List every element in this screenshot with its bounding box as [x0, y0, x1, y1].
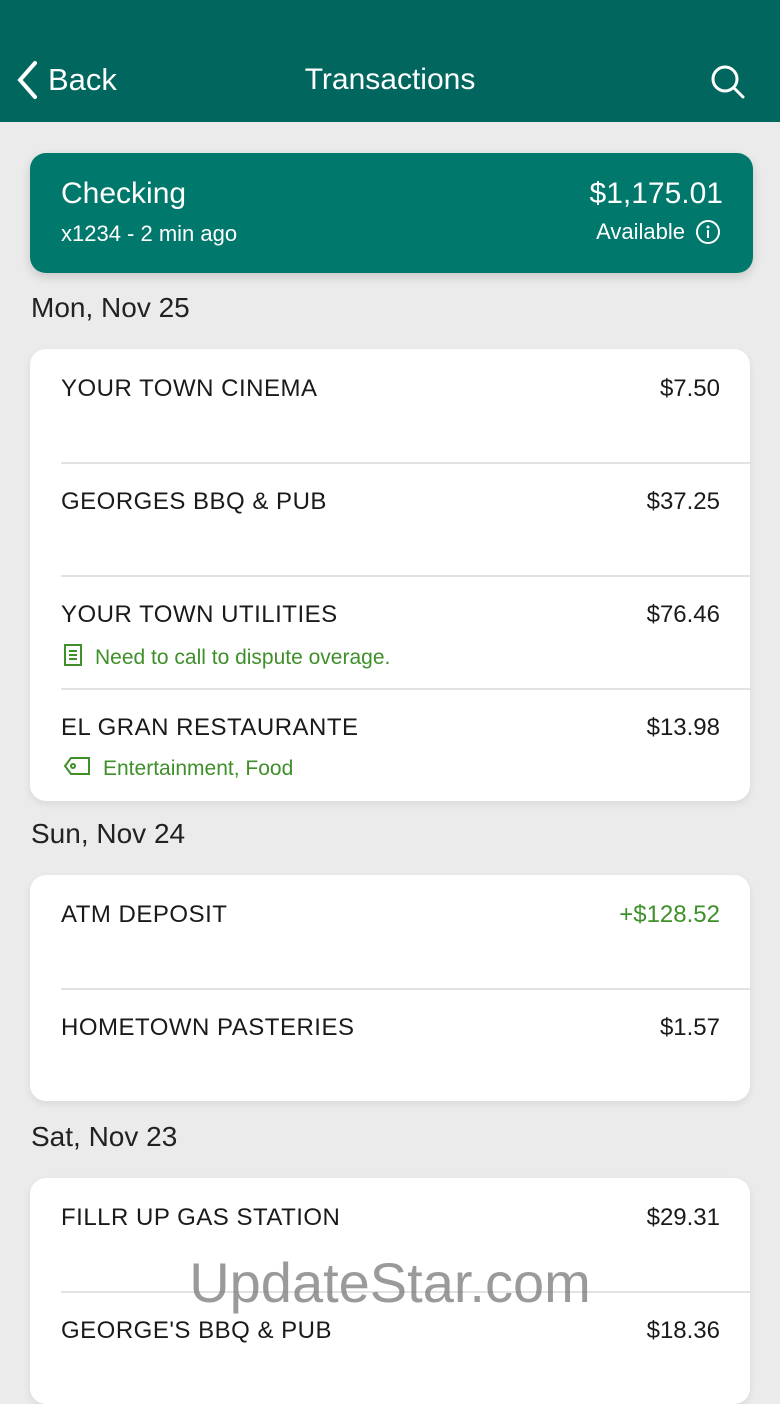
watermark: UpdateStar.com: [189, 1251, 591, 1314]
note-icon: [63, 643, 83, 673]
transaction-amount: $37.25: [646, 488, 720, 515]
transaction-amount: $29.31: [646, 1204, 720, 1231]
transaction-amount: +$128.52: [619, 901, 720, 928]
merchant-name: YOUR TOWN UTILITIES: [61, 601, 338, 628]
account-summary-card[interactable]: Checking x1234 - 2 min ago $1,175.01 Ava…: [30, 153, 753, 273]
transaction-row[interactable]: EL GRAN RESTAURANTE $13.98 Entertainment…: [30, 688, 750, 801]
transaction-amount: $76.46: [646, 601, 720, 628]
transaction-amount: $18.36: [646, 1317, 720, 1344]
merchant-name: HOMETOWN PASTERIES: [61, 1014, 355, 1041]
transaction-row[interactable]: FILLR UP GAS STATION $29.31: [30, 1178, 750, 1291]
back-button[interactable]: Back: [16, 60, 117, 100]
chevron-left-icon: [17, 61, 37, 99]
transaction-amount: $7.50: [659, 375, 720, 402]
date-header: Sat, Nov 23: [31, 1121, 178, 1152]
tag-icon: [63, 756, 91, 782]
merchant-name: EL GRAN RESTAURANTE: [61, 714, 359, 741]
merchant-name: ATM DEPOSIT: [61, 901, 228, 928]
transaction-row[interactable]: YOUR TOWN CINEMA $7.50: [30, 349, 750, 462]
page-title: Transactions: [304, 63, 476, 96]
transaction-row[interactable]: YOUR TOWN UTILITIES $76.46 Need to call …: [30, 575, 750, 688]
transaction-note: Entertainment, Food: [103, 757, 294, 780]
balance-label: Available: [596, 219, 685, 244]
search-icon[interactable]: [710, 64, 746, 100]
transaction-note: Need to call to dispute overage.: [95, 646, 391, 669]
transactions-card: ATM DEPOSIT +$128.52 HOMETOWN PASTERIES …: [30, 875, 750, 1101]
account-balance: $1,175.01: [589, 177, 723, 210]
transaction-row[interactable]: HOMETOWN PASTERIES $1.57: [30, 988, 750, 1101]
nav-bar: Back Transactions: [0, 0, 780, 122]
date-header: Mon, Nov 25: [31, 292, 190, 323]
date-header: Sun, Nov 24: [31, 818, 186, 849]
transaction-row[interactable]: ATM DEPOSIT +$128.52: [30, 875, 750, 988]
account-subtitle: x1234 - 2 min ago: [61, 221, 238, 246]
back-label: Back: [48, 62, 117, 97]
transaction-amount: $1.57: [659, 1014, 720, 1041]
transactions-card: YOUR TOWN CINEMA $7.50 GEORGES BBQ & PUB…: [30, 349, 750, 801]
merchant-name: GEORGES BBQ & PUB: [61, 488, 327, 515]
transaction-row[interactable]: GEORGES BBQ & PUB $37.25: [30, 462, 750, 575]
transaction-row[interactable]: GEORGE'S BBQ & PUB $18.36: [30, 1291, 750, 1404]
transactions-card: FILLR UP GAS STATION $29.31 GEORGE'S BBQ…: [30, 1178, 750, 1404]
merchant-name: YOUR TOWN CINEMA: [61, 375, 318, 402]
transaction-amount: $13.98: [646, 714, 720, 741]
account-name: Checking: [61, 177, 187, 210]
merchant-name: FILLR UP GAS STATION: [61, 1204, 341, 1231]
info-icon[interactable]: [695, 219, 721, 245]
merchant-name: GEORGE'S BBQ & PUB: [61, 1317, 332, 1344]
